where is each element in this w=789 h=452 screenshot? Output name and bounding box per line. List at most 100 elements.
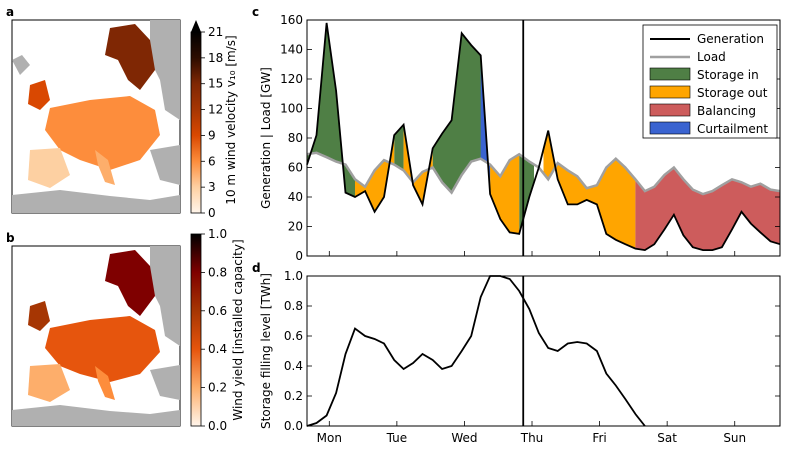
storage-out-area-3 — [543, 130, 636, 249]
colorbar-a-tick-label-7: 21 — [208, 25, 223, 39]
map-b-britain — [28, 301, 50, 331]
colorbar-a-label: 10 m wind velocity v₁₀ [m/s] — [224, 35, 238, 204]
panel-c-yticks: 0 20 40 60 80 100 120 140 160 — [280, 13, 780, 263]
panel-c-ytick-label-5: 100 — [280, 102, 303, 116]
panel-d-ytick-label-3: 0.6 — [284, 329, 303, 343]
panel-c-ytick-label-8: 160 — [280, 13, 303, 27]
map-a-gray-turkey — [150, 145, 180, 185]
colorbar-b-tick-label-1: 0.2 — [208, 381, 227, 395]
panel-d-xtick-label-1: Tue — [386, 431, 408, 445]
panel-d-xticks: Mon Tue Wed Thu Fri Sat Sun — [317, 421, 746, 445]
panel-d-ytick-label-2: 0.4 — [284, 359, 303, 373]
map-a-iberia — [28, 148, 70, 188]
panel-c-ytick-label-2: 40 — [288, 190, 303, 204]
map-a-mainland — [45, 96, 160, 170]
panel-d-xtick-label-0: Mon — [317, 431, 342, 445]
map-a-land — [12, 20, 180, 213]
map-b-gray-russia — [150, 246, 180, 346]
colorbar-a-tick-label-2: 6 — [208, 154, 216, 168]
colorbar-b-tick-label-3: 0.6 — [208, 304, 227, 318]
colorbar-b-tick-label-4: 0.8 — [208, 265, 227, 279]
legend-frame — [642, 24, 778, 139]
panel-d-yticks: 0.0 0.2 0.4 0.6 0.8 1.0 — [284, 269, 780, 433]
map-a — [11, 19, 181, 214]
colorbar-a-extend-arrow — [191, 20, 201, 32]
map-a-italy — [95, 150, 115, 185]
storage-in-area-2 — [432, 33, 491, 195]
legend-label-load: Load — [697, 50, 726, 64]
colorbar-a-bar — [190, 31, 202, 214]
map-b-iberia — [28, 364, 70, 402]
panel-c-ytick-label-3: 60 — [288, 161, 303, 175]
storage-out-area-2 — [490, 154, 520, 234]
storage-out-area-1 — [403, 124, 433, 205]
panel-d-ytick-label-0: 0.0 — [284, 419, 303, 433]
legend-label-storage-in: Storage in — [697, 68, 759, 82]
panel-d-xtick-label-2: Wed — [451, 431, 477, 445]
colorbar-b-label: Wind yield [installed capacity] — [231, 239, 245, 420]
panel-letter-c: c — [252, 5, 259, 19]
panel-c-ytick-label-0: 0 — [295, 249, 303, 263]
panel-d-ytick-label-1: 0.2 — [284, 389, 303, 403]
panel-d-ylabel: Storage filling level [TWh] — [259, 273, 273, 429]
map-a-britain — [28, 80, 50, 110]
generation-line — [306, 22, 781, 252]
legend-label-curtailment: Curtailment — [697, 122, 768, 136]
panel-c-legend: Generation Load Storage in Storage out B… — [642, 24, 778, 139]
legend-label-storage-out: Storage out — [697, 86, 768, 100]
panel-letter-a: a — [6, 5, 14, 19]
map-a-gray-africa — [12, 190, 180, 213]
colorbar-a-tick-label-4: 12 — [208, 103, 223, 117]
map-b-gray-africa — [12, 405, 180, 426]
panel-c-ytick-label-4: 80 — [288, 131, 303, 145]
panel-d-chart: 0.0 0.2 0.4 0.6 0.8 1.0 Mon Tue Wed Thu Fri Sat Sun… — [259, 269, 781, 445]
colorbar-b-ticks: 0.0 0.2 0.4 0.6 0.8 1.0 — [201, 227, 227, 433]
panel-d-xtick-label-5: Sat — [657, 431, 677, 445]
legend-label-generation: Generation — [697, 32, 764, 46]
colorbar-b-tick-label-0: 0.0 — [208, 419, 227, 433]
legend-swatch-storage-in — [649, 67, 691, 81]
colorbar-a-tick-label-6: 18 — [208, 51, 223, 65]
panel-letter-d: d — [252, 261, 261, 275]
colorbar-b: 0.0 0.2 0.4 0.6 0.8 1.0 Wind yield [installed… — [190, 227, 245, 433]
legend-label-balancing: Balancing — [697, 104, 756, 118]
panel-d-xtick-label-6: Sun — [723, 431, 746, 445]
map-b-italy — [95, 366, 115, 400]
storage-in-area-3 — [519, 154, 534, 234]
panel-c-ytick-label-6: 120 — [280, 72, 303, 86]
load-line — [306, 151, 781, 196]
legend-swatch-curtailment — [649, 121, 691, 135]
colorbar-b-tick-label-2: 0.4 — [208, 342, 227, 356]
panel-c-ytick-label-7: 140 — [280, 43, 303, 57]
colorbar-a-ticks: 0 3 6 9 12 15 18 21 — [201, 25, 223, 220]
panel-d-xtick-label-3: Thu — [520, 431, 544, 445]
panel-letter-b: b — [6, 231, 15, 245]
legend-swatch-storage-out — [649, 85, 691, 99]
map-a-gray-iceland — [12, 55, 30, 75]
panel-d-axes-frame — [306, 275, 781, 427]
legend-swatch-balancing — [649, 103, 691, 117]
colorbar-b-tick-label-5: 1.0 — [208, 227, 227, 241]
colorbar-b-bar — [190, 233, 202, 427]
map-b-scandinavia — [105, 250, 155, 316]
map-b-gray-turkey — [150, 365, 180, 400]
map-a-scandinavia — [105, 24, 155, 90]
map-b-mainland — [45, 316, 160, 382]
colorbar-a-tick-label-1: 3 — [208, 180, 216, 194]
panel-c-ylabel: Generation | Load [GW] — [259, 67, 273, 209]
panel-d-ytick-label-4: 0.8 — [284, 299, 303, 313]
colorbar-a-tick-label-0: 0 — [208, 206, 216, 220]
storage-in-area-1 — [394, 124, 404, 171]
map-a-gray-russia — [150, 20, 180, 120]
panel-c-ytick-label-1: 20 — [288, 220, 303, 234]
panel-d-ytick-label-5: 1.0 — [284, 269, 303, 283]
colorbar-a-tick-label-5: 15 — [208, 77, 223, 91]
panel-c-chart: 0 20 40 60 80 100 120 140 160 Generation | Load … — [259, 13, 781, 263]
map-b — [11, 245, 181, 427]
panel-c-xticks — [328, 251, 736, 256]
map-b-land — [12, 246, 180, 426]
panel-d-xtick-label-4: Fri — [592, 431, 606, 445]
storage-level-line — [306, 275, 646, 427]
colorbar-a-tick-label-3: 9 — [208, 128, 216, 142]
